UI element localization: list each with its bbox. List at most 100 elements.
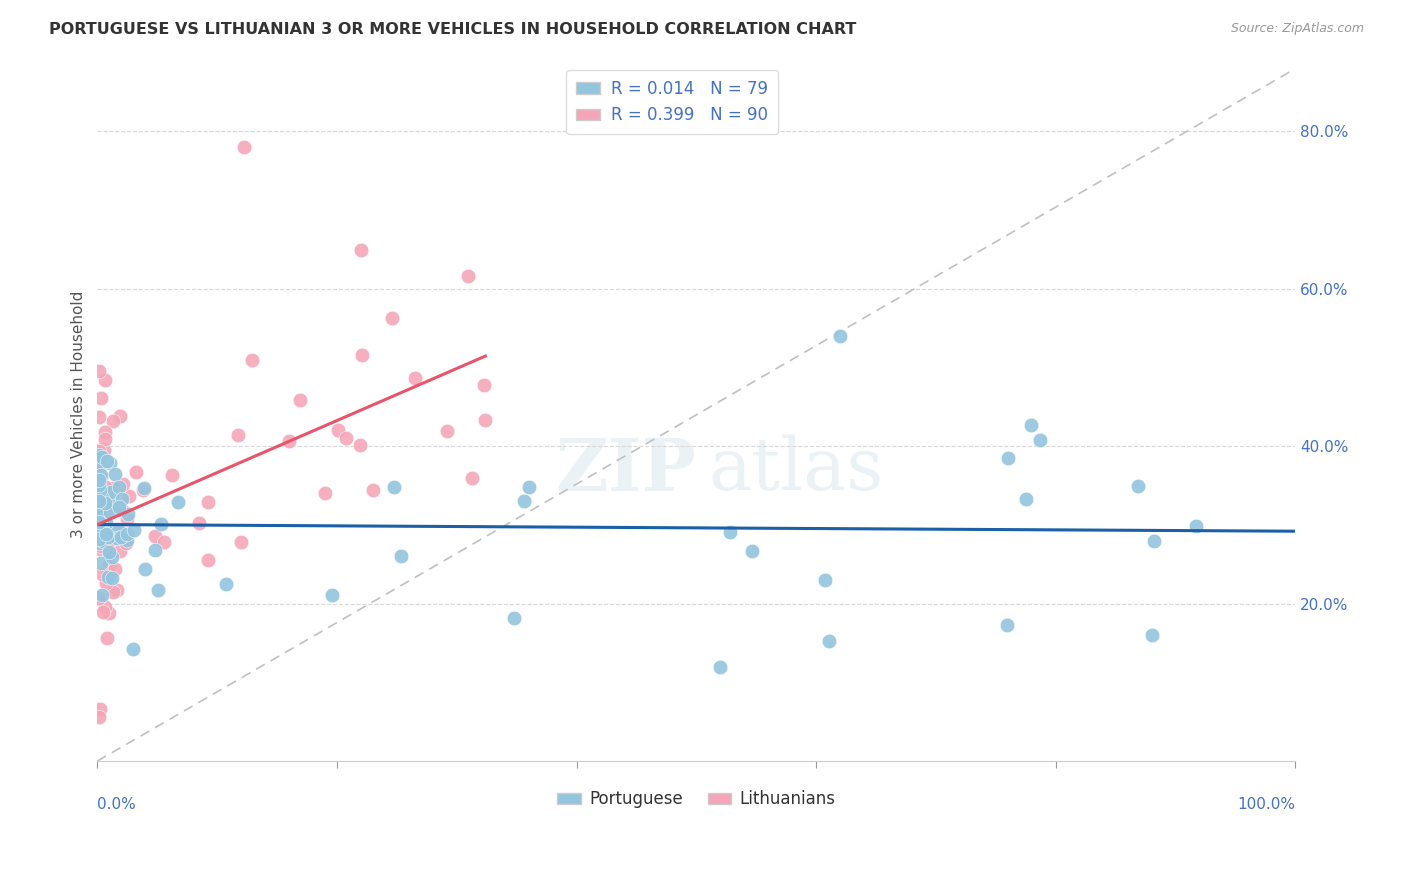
Point — [96, 530, 118, 544]
Point — [143, 529, 166, 543]
Point — [134, 562, 156, 576]
Point — [105, 531, 128, 545]
Point — [90, 450, 112, 465]
Point — [167, 495, 190, 509]
Point — [143, 543, 166, 558]
Point — [87, 533, 110, 548]
Point — [89, 503, 111, 517]
Point — [96, 526, 118, 541]
Point — [93, 496, 115, 510]
Point — [1143, 533, 1166, 548]
Point — [382, 480, 405, 494]
Point — [97, 543, 120, 558]
Point — [96, 524, 118, 539]
Text: Source: ZipAtlas.com: Source: ZipAtlas.com — [1230, 22, 1364, 36]
Point — [107, 522, 129, 536]
Point — [104, 562, 127, 576]
Point — [87, 525, 110, 540]
Point — [389, 549, 412, 563]
Point — [89, 530, 111, 544]
Point — [1128, 479, 1150, 493]
Point — [100, 571, 122, 585]
Point — [115, 533, 138, 548]
Point — [278, 434, 301, 449]
Point — [226, 427, 249, 442]
Point — [94, 373, 117, 387]
Point — [1185, 519, 1208, 533]
Point — [87, 443, 110, 458]
Point — [90, 530, 112, 544]
Point — [89, 483, 111, 497]
Point — [90, 468, 112, 483]
Point — [91, 516, 114, 530]
Point — [89, 499, 111, 513]
Point — [87, 477, 110, 491]
Point — [326, 423, 349, 437]
Point — [381, 311, 404, 326]
Point — [91, 543, 114, 558]
Point — [93, 506, 115, 520]
Point — [91, 480, 114, 494]
Point — [436, 424, 458, 438]
Point — [110, 543, 132, 558]
Point — [100, 485, 122, 500]
Point — [115, 512, 138, 526]
Point — [231, 534, 253, 549]
Point — [472, 378, 495, 392]
Point — [1015, 491, 1038, 506]
Point — [101, 549, 124, 564]
Point — [97, 559, 120, 574]
Point — [97, 530, 120, 544]
Point — [104, 467, 127, 481]
Point — [131, 483, 153, 498]
Point — [94, 425, 117, 440]
Point — [1019, 418, 1042, 433]
Point — [160, 467, 183, 482]
Point — [335, 431, 357, 445]
Point — [93, 480, 115, 494]
Point — [117, 490, 139, 504]
Point — [91, 524, 114, 539]
Point — [517, 480, 540, 494]
Point — [108, 480, 131, 494]
Point — [350, 348, 373, 362]
Point — [288, 393, 311, 408]
Point — [103, 414, 125, 428]
Point — [122, 523, 145, 537]
Point — [349, 438, 371, 452]
Point — [830, 329, 852, 343]
Point — [104, 482, 127, 496]
Point — [152, 534, 174, 549]
Point — [101, 584, 124, 599]
Point — [90, 491, 112, 505]
Point — [94, 529, 117, 543]
Point — [89, 488, 111, 502]
Point — [110, 530, 132, 544]
Point — [90, 391, 112, 405]
Point — [232, 140, 254, 154]
Point — [122, 641, 145, 656]
Point — [105, 582, 128, 597]
Point — [87, 473, 110, 487]
Point — [361, 483, 384, 498]
Point — [818, 634, 841, 648]
Point — [93, 513, 115, 527]
Point — [96, 525, 118, 540]
Point — [1029, 434, 1052, 448]
Point — [457, 269, 479, 284]
Point — [93, 497, 115, 511]
Point — [91, 606, 114, 620]
Point — [90, 471, 112, 485]
Point — [87, 444, 110, 458]
Point — [197, 495, 219, 509]
Point — [350, 243, 373, 257]
Point — [94, 516, 117, 530]
Point — [87, 591, 110, 606]
Point — [87, 522, 110, 536]
Point — [87, 493, 110, 508]
Text: 0.0%: 0.0% — [97, 797, 136, 812]
Point — [111, 503, 134, 517]
Text: PORTUGUESE VS LITHUANIAN 3 OR MORE VEHICLES IN HOUSEHOLD CORRELATION CHART: PORTUGUESE VS LITHUANIAN 3 OR MORE VEHIC… — [49, 22, 856, 37]
Point — [512, 494, 534, 508]
Point — [474, 413, 496, 427]
